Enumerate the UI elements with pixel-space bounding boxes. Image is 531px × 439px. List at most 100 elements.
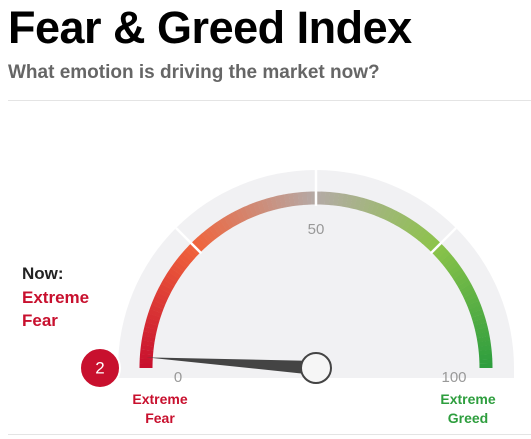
gauge-arc (212, 222, 224, 236)
gauge-arc (163, 275, 177, 287)
gauge-arc (445, 260, 459, 273)
gauge-arc (470, 309, 484, 318)
gauge-arc (204, 227, 217, 241)
gauge-arc (244, 204, 254, 219)
gauge-arc (448, 264, 462, 276)
gauge-arc (149, 304, 164, 314)
gauge-arc (425, 236, 438, 250)
gauge-arc (158, 283, 173, 294)
gauge-arc (337, 193, 344, 207)
gauge-arc (459, 283, 474, 294)
gauge-arc (197, 233, 210, 247)
gauge-arc (178, 253, 192, 266)
gauge-arc (181, 249, 195, 262)
gauge-arc (457, 279, 472, 291)
gauge-arc (473, 322, 488, 331)
gauge-arc (219, 217, 231, 231)
gauge-arc (378, 204, 389, 219)
gauge-arc (386, 208, 397, 223)
gauge-arc (354, 196, 362, 211)
gauge-arc (453, 271, 467, 283)
gauge-arc (477, 340, 492, 347)
needle-hub (300, 352, 332, 384)
gauge-arc (476, 335, 491, 343)
gauge-arc (227, 212, 239, 227)
gauge-arc (274, 195, 283, 210)
tick-label: 100 (441, 369, 466, 386)
gauge-arc (142, 331, 157, 339)
gauge-arc (478, 344, 492, 352)
high-label: Extreme Greed (440, 391, 496, 426)
gauge-arc (248, 203, 258, 217)
gauge-arc (370, 201, 380, 216)
gauge-arc (141, 340, 155, 347)
gauge-arc (468, 304, 483, 314)
gauge-arc (145, 317, 160, 326)
gauge-arc (408, 222, 420, 236)
gauge-arc (156, 287, 171, 298)
now-label: Now: (22, 264, 64, 283)
gauge-arc (173, 260, 187, 272)
gauge-arc (475, 331, 490, 339)
gauge-arc (366, 200, 376, 214)
value-badge (79, 347, 121, 389)
gauge-arc (141, 335, 156, 343)
gauge-arc (167, 267, 182, 279)
gauge-arc (146, 313, 161, 322)
subtitle: What emotion is driving the market now? (8, 62, 380, 83)
gauge-arc (216, 219, 228, 234)
gauge-arc (390, 210, 401, 225)
gauge-arc (394, 212, 405, 227)
gauge-arc (472, 317, 487, 326)
gauge-arc (450, 268, 465, 280)
gauge-arc (397, 215, 409, 229)
gauge-arc (154, 291, 169, 302)
gauge-arc (240, 206, 250, 221)
gauge-arc (474, 326, 489, 335)
gauge-arc (455, 275, 469, 287)
low-label: Extreme Fear (132, 391, 188, 426)
gauge-arc (175, 256, 190, 269)
gauge-arc (265, 197, 274, 212)
gauge-arc (292, 192, 300, 206)
gauge-arc (270, 196, 279, 211)
gauge-arc (463, 292, 478, 302)
gauge-arc (382, 206, 393, 221)
gauge-arc (374, 203, 384, 218)
gauge-arc (465, 296, 480, 306)
gauge-arc (208, 225, 221, 239)
gauge-arc (152, 295, 167, 306)
segment-divider (429, 227, 457, 255)
gauge-arc (160, 279, 175, 290)
gauge-arc (461, 287, 476, 298)
gauge-arc (144, 322, 159, 330)
gauge-arc (333, 192, 340, 206)
gauge-arc (412, 225, 424, 239)
gauge-arc (235, 208, 246, 223)
gauge-arc (358, 197, 367, 212)
gauge-arc (345, 194, 353, 209)
gauge-arc (349, 195, 358, 210)
gauge-arc (341, 193, 349, 208)
gauge-arc (148, 308, 162, 318)
title: Fear & Greed Index (8, 2, 412, 53)
gauge-arc (437, 249, 451, 262)
gauge-arc (405, 219, 417, 234)
gauge-arc (443, 256, 457, 269)
gauge-arc (257, 200, 266, 214)
gauge-arc (170, 264, 184, 276)
gauge-arc (279, 194, 287, 209)
gauge-arc (151, 300, 166, 310)
gauge-arc (362, 198, 371, 213)
gauge-arc (140, 344, 154, 351)
gauge-arc (223, 215, 235, 229)
status: Extreme Fear (22, 288, 90, 330)
tick-label: 50 (308, 221, 325, 238)
gauge-arc (471, 313, 486, 322)
tick-label: 0 (174, 369, 182, 386)
segment-divider (175, 227, 203, 255)
value-label: 2 (95, 358, 104, 377)
gauge-arc (261, 198, 270, 213)
